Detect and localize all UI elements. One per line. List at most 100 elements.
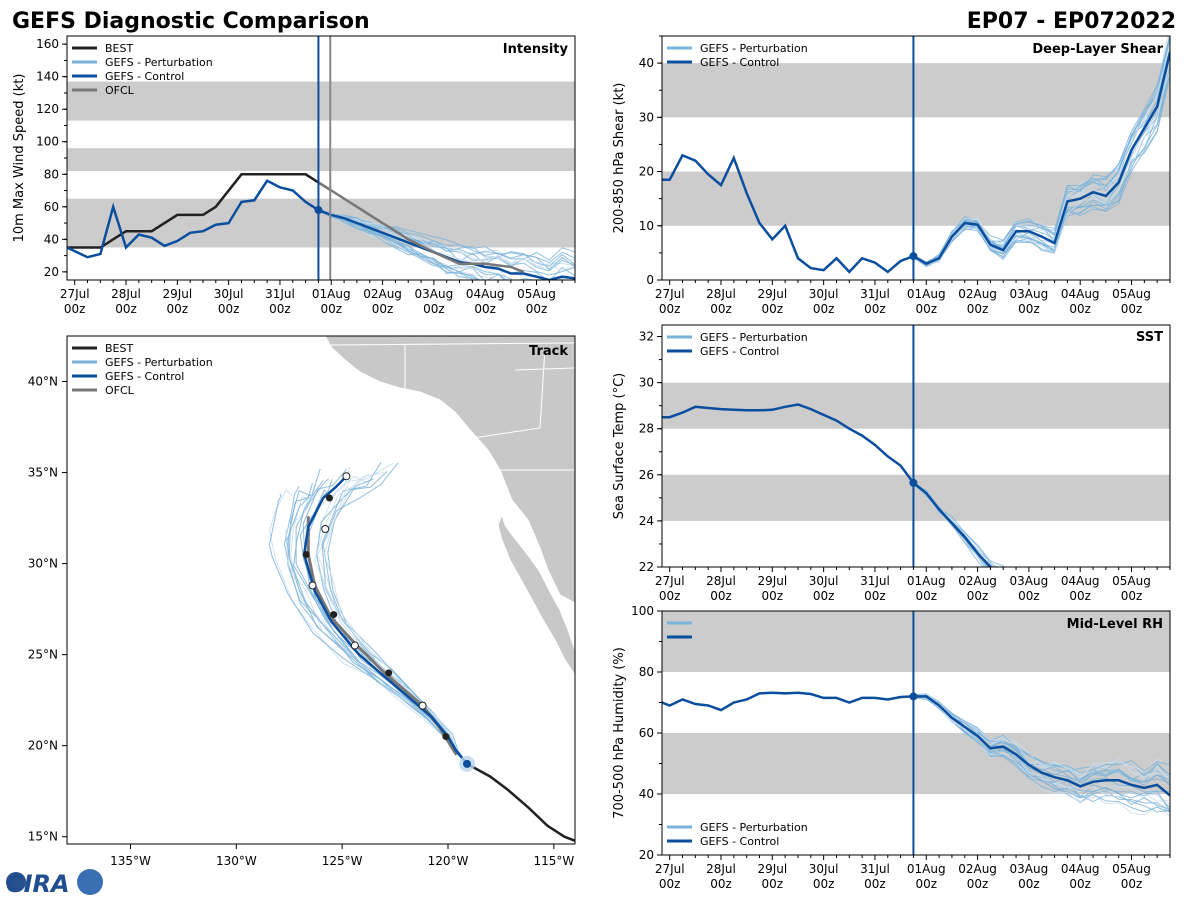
shear-perturbation-line: [913, 39, 1170, 266]
intensity-xtick-label: 05Aug: [517, 287, 556, 301]
state-borders: [329, 342, 575, 476]
track-lon-tick-label: 135°W: [110, 854, 151, 868]
rh-xtick-label: 29Jul: [757, 862, 787, 876]
shear-xtick-label: 00z: [659, 302, 681, 316]
intensity-legend-label: GEFS - Control: [105, 70, 184, 83]
rh-perturbation-line: [913, 695, 1170, 802]
intensity-xtick-label: 02Aug: [363, 287, 402, 301]
sst-xtick-label: 00z: [710, 589, 732, 603]
shear-ytick-label: 0: [646, 273, 654, 287]
sst-xtick-label: 00z: [659, 589, 681, 603]
track-marker-open: [321, 525, 330, 534]
intensity-xtick-label: 00z: [372, 302, 394, 316]
track-marker-closed: [325, 494, 333, 502]
rh-ytick-label: 20: [639, 848, 654, 862]
intensity-perturbation-line: [318, 209, 575, 270]
intensity-xtick-label: 31Jul: [265, 287, 295, 301]
track-lat-tick-label: 35°N: [28, 466, 58, 480]
track-perturbation-line: [327, 470, 468, 765]
rh-ytick-label: 80: [639, 665, 654, 679]
sst-panel: 22242628303227Jul00z28Jul00z29Jul00z30Ju…: [612, 324, 1171, 603]
rh-legend-label: GEFS - Perturbation: [700, 821, 808, 834]
rh-axis: 2040608010027Jul00z28Jul00z29Jul00z30Jul…: [631, 604, 1171, 891]
sst-ytick-label: 30: [639, 376, 654, 390]
track-axis: 135°W 130°W 125°W 120°W 115°W 15°N 20°N 25°N 30°…: [28, 375, 575, 868]
intensity-xtick-label: 28Jul: [111, 287, 141, 301]
shear-xtick-label: 00z: [1018, 302, 1040, 316]
rh-xtick-label: 30Jul: [809, 862, 839, 876]
baja-peninsula: [497, 513, 575, 676]
intensity-band-1: [67, 148, 575, 172]
sst-xtick-label: 00z: [1018, 589, 1040, 603]
rh-xtick-label: 00z: [659, 877, 681, 891]
track-lon-tick-label: 130°W: [216, 854, 257, 868]
sst-ytick-label: 24: [639, 514, 654, 528]
rh-perturbation-line: [913, 693, 1170, 774]
intensity-perturbation-line: [318, 208, 575, 267]
rh-xtick-label: 04Aug: [1061, 862, 1100, 876]
sst-xtick-label: 00z: [762, 589, 784, 603]
shear-ytick-label: 20: [639, 165, 654, 179]
intensity-xtick-label: 30Jul: [214, 287, 244, 301]
track-marker-closed: [442, 733, 450, 741]
intensity-legend-label: GEFS - Perturbation: [105, 56, 213, 69]
shear-ylabel: 200-850 hPa Shear (kt): [612, 83, 627, 234]
intensity-xtick-label: 00z: [64, 302, 86, 316]
intensity-best-line: [67, 173, 332, 249]
rh-xtick-label: 00z: [710, 877, 732, 891]
sst-xtick-label: 00z: [813, 589, 835, 603]
sst-legend-label: GEFS - Control: [700, 345, 779, 358]
cira-logo: CIRA: [6, 869, 103, 898]
track-perturbation-line: [314, 473, 468, 765]
rh-frame: [661, 610, 1171, 856]
sst-xtick-label: 02Aug: [958, 574, 997, 588]
intensity-xtick-label: 01Aug: [312, 287, 351, 301]
shear-xtick-label: 01Aug: [907, 287, 946, 301]
track-lon-tick-label: 115°W: [533, 854, 574, 868]
intensity-ytick-label: 120: [36, 102, 59, 116]
intensity-xtick-label: 00z: [474, 302, 496, 316]
intensity-ylabel: 10m Max Wind Speed (kt): [12, 74, 27, 243]
intensity-bands: [67, 81, 575, 248]
intensity-gefs-control-line: [67, 179, 575, 280]
intensity-perturbation-line: [318, 208, 467, 280]
shear-xtick-label: 28Jul: [706, 287, 736, 301]
sst-xtick-label: 00z: [1121, 589, 1143, 603]
land-map: [324, 336, 575, 676]
rh-xtick-label: 01Aug: [907, 862, 946, 876]
rh-xtick-label: 03Aug: [1010, 862, 1049, 876]
shear-xtick-label: 00z: [710, 302, 732, 316]
sst-legend-label: GEFS - Perturbation: [700, 331, 808, 344]
sst-xtick-label: 27Jul: [655, 574, 685, 588]
rh-xtick-label: 00z: [762, 877, 784, 891]
track-legend-label: BEST: [105, 342, 133, 355]
track-legend-label: OFCL: [105, 384, 135, 397]
rh-xtick-label: 00z: [1069, 877, 1091, 891]
intensity-ytick-label: 140: [36, 70, 59, 84]
track-marker-open: [308, 581, 317, 590]
track-legend-label: GEFS - Control: [105, 370, 184, 383]
sst-gefs-control-line: [662, 403, 993, 567]
intensity-xtick-label: 00z: [167, 302, 189, 316]
shear-perturbation-line: [913, 45, 1170, 266]
shear-xtick-label: 05Aug: [1112, 287, 1151, 301]
sst-xtick-label: 00z: [967, 589, 989, 603]
shear-legend-label: GEFS - Perturbation: [700, 42, 808, 55]
logo-globe-icon: [6, 872, 26, 892]
rh-xtick-label: 05Aug: [1112, 862, 1151, 876]
intensity-perturbation-line: [318, 207, 481, 280]
sst-ylabel: Sea Surface Temp (°C): [612, 373, 627, 520]
shear-perturbation-lines: [913, 36, 1170, 268]
sst-bands: [662, 382, 1170, 521]
shear-panel-title: Deep-Layer Shear: [1032, 42, 1163, 57]
intensity-band-0: [67, 198, 575, 248]
track-lat-tick-label: 20°N: [28, 739, 58, 753]
shear-xtick-label: 00z: [1069, 302, 1091, 316]
sst-ytick-label: 32: [639, 330, 654, 344]
track-lat-tick-label: 40°N: [28, 375, 58, 389]
shear-xtick-label: 27Jul: [655, 287, 685, 301]
track-lon-tick-label: 120°W: [428, 854, 469, 868]
